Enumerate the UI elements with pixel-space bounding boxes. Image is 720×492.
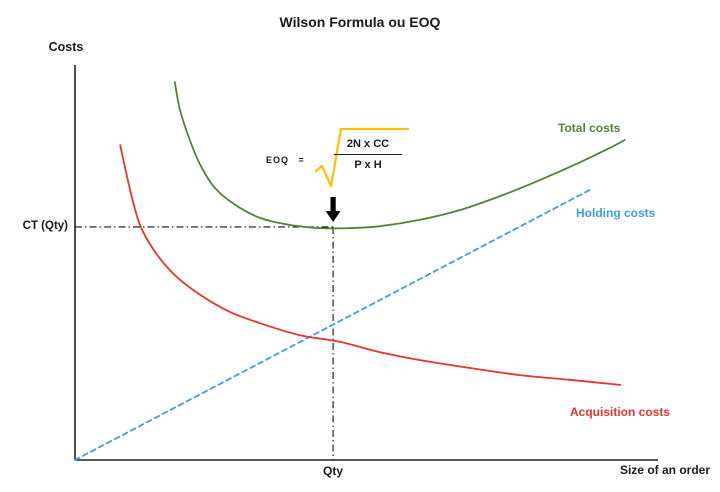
x-axis-label: Size of an order xyxy=(619,463,710,477)
total-costs-curve xyxy=(173,81,626,230)
ct-qty-axis-label: CT (Qty) xyxy=(22,220,68,232)
total-costs-series-label: Total costs xyxy=(558,121,621,135)
holding-costs-curve xyxy=(74,188,591,461)
holding-costs-series-label: Holding costs xyxy=(576,206,656,220)
eoq-arrow-icon xyxy=(325,196,341,222)
formula-lhs: EOQ = xyxy=(266,155,305,165)
formula-equals-sign: = xyxy=(298,155,305,165)
acquisition-costs-curve xyxy=(119,144,622,386)
formula-eoq-text: EOQ xyxy=(266,155,290,165)
formula-fraction: 2N x CC P x H xyxy=(334,138,402,171)
formula-denominator: P x H xyxy=(354,159,382,171)
y-axis-label: Costs xyxy=(48,40,84,54)
acquisition-costs-series-label: Acquisition costs xyxy=(570,405,671,419)
page-title: Wilson Formula ou EOQ xyxy=(279,14,441,30)
formula-numerator: 2N x CC xyxy=(334,138,402,155)
sqrt-radical-icon xyxy=(314,127,410,188)
qty-axis-label: Qty xyxy=(322,464,343,478)
